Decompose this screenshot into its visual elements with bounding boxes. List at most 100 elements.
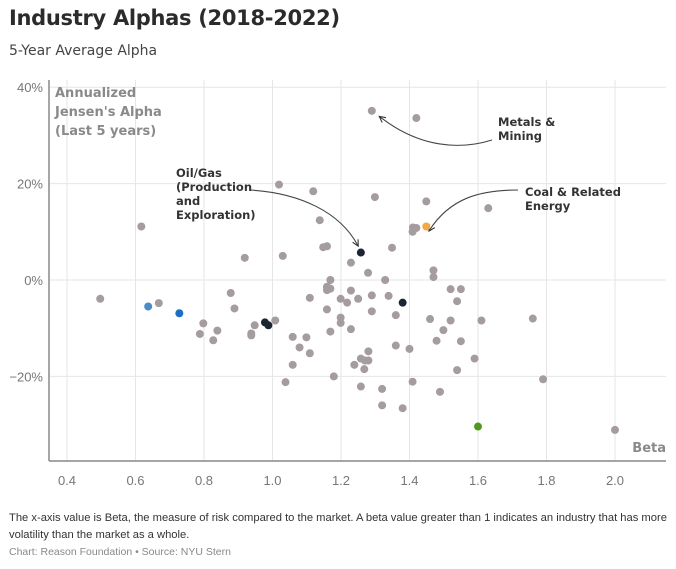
data-point[interactable]: [432, 336, 441, 345]
data-point-dark[interactable]: [264, 321, 273, 330]
data-point[interactable]: [213, 326, 222, 335]
data-point[interactable]: [391, 311, 400, 320]
x-tick-label: 1.4: [400, 473, 418, 488]
data-point[interactable]: [381, 276, 390, 284]
data-point[interactable]: [322, 242, 331, 251]
data-point[interactable]: [470, 354, 479, 363]
data-point[interactable]: [305, 349, 314, 358]
data-point-green[interactable]: [474, 422, 482, 431]
data-point[interactable]: [326, 276, 335, 284]
data-point[interactable]: [281, 378, 290, 387]
y-tick-label: 40%: [17, 80, 43, 95]
data-point[interactable]: [350, 360, 359, 369]
data-point[interactable]: [446, 316, 455, 325]
data-point[interactable]: [305, 293, 314, 302]
data-point[interactable]: [209, 336, 218, 345]
data-point[interactable]: [539, 375, 548, 384]
data-point[interactable]: [611, 425, 619, 434]
data-point[interactable]: [429, 273, 438, 282]
data-point[interactable]: [326, 327, 335, 336]
data-point[interactable]: [346, 286, 355, 295]
data-point[interactable]: [446, 285, 455, 294]
data-point[interactable]: [364, 356, 373, 365]
data-point[interactable]: [528, 314, 537, 323]
annotation-label: Metals &: [498, 115, 555, 129]
data-point[interactable]: [240, 253, 249, 262]
data-point[interactable]: [322, 286, 331, 295]
data-point[interactable]: [336, 318, 345, 327]
data-point[interactable]: [278, 251, 287, 260]
data-point[interactable]: [315, 216, 324, 225]
annotation-arrow: [380, 117, 493, 146]
data-point[interactable]: [295, 343, 304, 352]
data-point-orange[interactable]: [422, 222, 431, 231]
data-point[interactable]: [435, 387, 444, 396]
y-tick-label: 20%: [17, 177, 43, 192]
annotation-label: Energy: [525, 199, 571, 213]
data-point[interactable]: [288, 360, 297, 369]
data-point[interactable]: [405, 344, 414, 353]
data-point-blue[interactable]: [175, 309, 184, 318]
data-point[interactable]: [346, 325, 355, 334]
data-point[interactable]: [456, 285, 465, 294]
data-point[interactable]: [477, 316, 486, 325]
data-point[interactable]: [343, 298, 352, 307]
data-point[interactable]: [195, 329, 204, 338]
annotation-arrow: [429, 189, 519, 230]
data-point[interactable]: [346, 258, 355, 267]
data-point[interactable]: [247, 331, 256, 340]
data-point[interactable]: [439, 326, 448, 335]
data-point[interactable]: [154, 299, 163, 308]
data-point[interactable]: [199, 319, 208, 328]
data-point[interactable]: [288, 332, 297, 341]
data-point[interactable]: [367, 291, 376, 300]
data-point[interactable]: [302, 333, 311, 342]
data-point[interactable]: [384, 291, 393, 300]
x-tick-label: 0.6: [126, 473, 144, 488]
data-point[interactable]: [336, 294, 345, 303]
data-point[interactable]: [226, 289, 235, 298]
data-point[interactable]: [275, 180, 284, 189]
data-point[interactable]: [412, 114, 421, 123]
y-axis-label-line: Jensen's Alpha: [54, 105, 162, 120]
x-tick-label: 2.0: [606, 473, 624, 488]
data-point[interactable]: [453, 366, 462, 375]
data-point[interactable]: [378, 401, 387, 410]
data-point[interactable]: [429, 266, 438, 275]
x-tick-label: 1.8: [537, 473, 555, 488]
data-point[interactable]: [422, 197, 431, 206]
data-point[interactable]: [360, 365, 369, 374]
data-point[interactable]: [230, 304, 239, 313]
data-point[interactable]: [271, 316, 280, 325]
data-point[interactable]: [250, 321, 259, 330]
x-axis-label: Beta: [632, 441, 666, 456]
data-point[interactable]: [456, 337, 465, 346]
data-point[interactable]: [408, 377, 417, 386]
data-point[interactable]: [378, 384, 387, 393]
data-point[interactable]: [367, 106, 376, 115]
data-point[interactable]: [322, 305, 331, 314]
data-point[interactable]: [370, 193, 379, 202]
annotation-label: (Production: [176, 180, 252, 194]
data-point[interactable]: [388, 243, 397, 252]
data-point[interactable]: [408, 227, 417, 236]
footnote: The x-axis value is Beta, the measure of…: [9, 512, 667, 541]
data-point[interactable]: [391, 341, 400, 350]
data-point[interactable]: [364, 347, 373, 356]
data-point[interactable]: [453, 297, 462, 306]
data-point[interactable]: [309, 187, 318, 196]
data-point[interactable]: [484, 204, 493, 213]
data-point[interactable]: [96, 294, 105, 303]
data-point[interactable]: [367, 307, 376, 316]
data-point[interactable]: [137, 222, 146, 231]
data-point-dark[interactable]: [398, 298, 407, 307]
data-point[interactable]: [398, 404, 407, 413]
data-point[interactable]: [356, 382, 365, 391]
data-point[interactable]: [329, 372, 338, 381]
x-tick-label: 0.4: [58, 473, 76, 488]
data-point-light_blue[interactable]: [144, 302, 153, 311]
data-point[interactable]: [354, 294, 363, 303]
data-point[interactable]: [364, 268, 373, 277]
data-point[interactable]: [426, 315, 435, 324]
data-point-dark[interactable]: [356, 248, 365, 257]
